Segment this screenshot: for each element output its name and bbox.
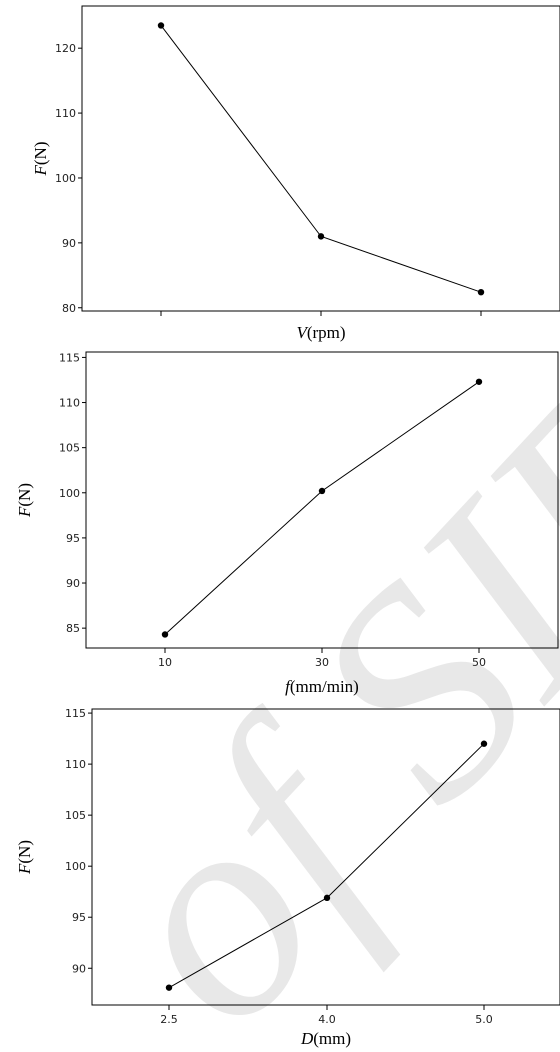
y-tick-label: 100	[55, 172, 76, 185]
y-tick-label: 105	[65, 809, 86, 822]
x-axis-label: V(rpm)	[296, 323, 345, 342]
x-tick-label: 2.5	[160, 1013, 178, 1026]
data-point	[317, 233, 325, 240]
y-axis-label: F(N)	[31, 142, 50, 177]
x-tick-label: 30	[315, 656, 329, 669]
y-axis-variable: F	[15, 506, 34, 518]
x-axis-variable: D	[300, 1029, 314, 1048]
plot-frame	[81, 5, 560, 312]
y-tick-label: 80	[62, 302, 76, 315]
chart-panel-2: 85 90 95 100 105 110 115 10 30 50 f(mm/min) F(N)	[15, 351, 559, 696]
y-tick-label: 95	[66, 532, 80, 545]
data-point	[475, 378, 483, 385]
y-axis-unit: (N)	[15, 840, 34, 864]
data-point	[318, 487, 326, 495]
chart-panel-3: 90 95 100 105 110 115 2.5 4.0 5.0 D(mm) F(N)	[15, 707, 560, 1048]
data-point	[480, 740, 488, 747]
y-tick-label: 115	[65, 707, 86, 720]
y-tick-label: 110	[59, 397, 80, 410]
plot-frame	[91, 708, 560, 1006]
charts: 8090100110120V(rpm)F(N)85909510010511011…	[15, 5, 560, 1048]
x-axis-label: D(mm)	[300, 1029, 351, 1048]
x-axis-label: f(mm/min)	[285, 677, 359, 696]
y-axis-unit: (N)	[31, 142, 50, 166]
y-axis-label: F(N)	[15, 840, 34, 875]
y-tick-label: 85	[66, 622, 80, 635]
x-axis-variable: f	[285, 677, 292, 696]
data-point	[477, 288, 485, 296]
x-tick-label: 50	[472, 656, 486, 669]
y-tick-label: 100	[59, 487, 80, 500]
y-tick-label: 90	[62, 237, 76, 250]
data-point	[165, 984, 173, 991]
x-tick-label: 10	[158, 656, 172, 669]
x-tick-label: 4.0	[318, 1013, 336, 1026]
series-line	[160, 25, 482, 293]
data-point	[323, 894, 331, 902]
y-tick-label: 115	[59, 351, 80, 364]
data-point	[157, 22, 165, 29]
chart-panel-1: 80 90 100 110 120 V(rpm) F(N)	[31, 5, 560, 342]
watermark: of SID	[37, 292, 560, 1052]
y-tick-label: 90	[66, 577, 80, 590]
y-tick-label: 110	[65, 758, 86, 771]
y-axis-label: F(N)	[15, 483, 34, 518]
y-axis-variable: F	[31, 165, 50, 177]
data-point	[161, 631, 169, 638]
y-tick-label: 90	[72, 962, 86, 975]
x-axis-unit: (mm/min)	[290, 677, 359, 696]
y-tick-label: 120	[55, 42, 76, 55]
x-axis-variable: V	[296, 323, 309, 342]
y-axis-unit: (N)	[15, 483, 34, 507]
x-axis-unit: (rpm)	[307, 323, 346, 342]
y-tick-label: 110	[55, 107, 76, 120]
x-axis-unit: (mm)	[313, 1029, 351, 1048]
y-axis-variable: F	[15, 863, 34, 875]
x-tick-label: 5.0	[475, 1013, 493, 1026]
y-tick-label: 100	[65, 860, 86, 873]
y-tick-label: 105	[59, 442, 80, 455]
y-tick-label: 95	[72, 911, 86, 924]
